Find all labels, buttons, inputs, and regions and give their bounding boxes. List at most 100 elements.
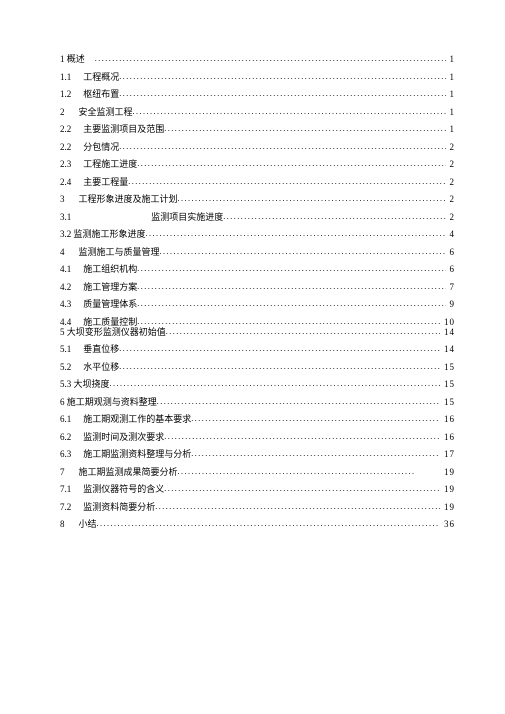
table-of-contents: 1 概述11.1工程概况11.2枢纽布置12安全监测工程12.2主要监测项目及范…	[60, 55, 455, 529]
toc-label: 监测施工与质量管理	[79, 248, 160, 257]
toc-number: 6.3	[60, 450, 71, 459]
toc-leader	[95, 55, 446, 63]
toc-label: 施工组织机构	[83, 265, 137, 274]
toc-number: 4.1	[60, 265, 71, 274]
toc-page: 6	[446, 248, 456, 257]
toc-row: 5.2 水平位移 15	[60, 363, 455, 372]
toc-row: 2.4主要工程量2	[60, 178, 455, 187]
toc-number: 3	[60, 195, 65, 204]
toc-number: 3.1	[60, 213, 71, 222]
toc-number: 5.2	[60, 363, 71, 372]
toc-page: 2	[446, 143, 456, 152]
toc-row: 4.4施工质量控制10	[60, 318, 455, 327]
toc-row: 6.3施工期监测资料整理与分析17	[60, 450, 455, 459]
toc-row: 4 监测施工与质量管理 6	[60, 248, 455, 257]
toc-leader	[119, 73, 445, 81]
toc-number: 4.3	[60, 300, 71, 309]
toc-label: 施工质量控制	[83, 318, 137, 327]
toc-page: 14	[440, 345, 455, 354]
toc-leader	[166, 328, 440, 336]
toc-number: 6 施工期观测与资料整理	[60, 398, 157, 407]
toc-page: 1	[446, 73, 456, 82]
toc-page: 2	[446, 195, 456, 204]
toc-page: 15	[440, 380, 455, 389]
toc-number: 6.2	[60, 433, 71, 442]
toc-leader	[178, 195, 446, 203]
toc-page: 1	[446, 55, 456, 64]
toc-row: 2.2分包情况2	[60, 143, 455, 152]
toc-label: 枢纽布置	[83, 90, 119, 99]
toc-leader	[119, 345, 440, 353]
toc-number: 4.4	[60, 318, 71, 327]
toc-page: 1	[446, 108, 456, 117]
toc-page: 2	[446, 213, 456, 222]
toc-page: 16	[440, 433, 455, 442]
toc-leader	[191, 450, 440, 458]
toc-page: 9	[446, 300, 456, 309]
toc-label: 监测项目实施进度	[151, 213, 223, 222]
toc-leader	[137, 318, 440, 326]
toc-leader	[164, 485, 440, 493]
toc-row: 1.2枢纽布置1	[60, 90, 455, 99]
toc-row: 4.3 质量管理体系 9	[60, 300, 455, 309]
toc-page: 15	[440, 363, 455, 372]
toc-page: 4	[446, 230, 456, 239]
toc-number: 5 大坝变形监测仪器初始值	[60, 328, 166, 337]
toc-row: 7施工期监测成果简要分析19	[60, 468, 455, 477]
toc-row: 6 施工期观测与资料整理 15	[60, 398, 455, 407]
toc-leader	[119, 90, 445, 98]
toc-page: 19	[440, 468, 455, 477]
toc-page: 16	[440, 415, 455, 424]
toc-page: 19	[440, 485, 455, 494]
toc-leader	[223, 213, 445, 221]
toc-row: 7.2 监测资料简要分析 19	[60, 503, 455, 512]
toc-row: 1.1工程概况1	[60, 73, 455, 82]
toc-leader	[128, 178, 445, 186]
toc-number: 7.2	[60, 503, 71, 512]
toc-number: 4	[60, 248, 65, 257]
toc-number: 1 概述	[60, 55, 85, 64]
toc-number: 8	[60, 520, 65, 529]
toc-label: 施工管理方案	[83, 283, 137, 292]
toc-row: 2.2 主要监测项目及范围 1	[60, 125, 455, 134]
toc-number: 2.2	[60, 125, 71, 134]
toc-leader	[164, 433, 440, 441]
toc-leader	[137, 160, 445, 168]
toc-number: 2	[60, 108, 65, 117]
toc-label: 监测仪器符号的含义	[83, 485, 164, 494]
toc-row: 5.1垂直位移14	[60, 345, 455, 354]
toc-label: 安全监测工程	[79, 108, 133, 117]
toc-row: 3工程形象进度及施工计划2	[60, 195, 455, 204]
toc-leader	[97, 520, 440, 528]
toc-label: 工程施工进度	[83, 160, 137, 169]
toc-row: 7.1 监测仪器符号的含义 19	[60, 485, 455, 494]
toc-page: 14	[440, 328, 455, 337]
toc-row: 5 大坝变形监测仪器初始值 14	[60, 328, 455, 337]
toc-number: 4.2	[60, 283, 71, 292]
toc-row: 3.2 监测施工形象进度 4	[60, 230, 455, 239]
toc-label: 监测资料简要分析	[83, 503, 155, 512]
toc-label: 主要监测项目及范围	[83, 125, 164, 134]
toc-number: 3.2 监测施工形象进度	[60, 230, 146, 239]
toc-label: 水平位移	[83, 363, 119, 372]
toc-label: 施工期监测成果简要分析	[79, 468, 178, 477]
toc-row: 2.3工程施工进度2	[60, 160, 455, 169]
toc-label: 施工期观测工作的基本要求	[83, 415, 191, 424]
toc-label: 监测时间及测次要求	[83, 433, 164, 442]
toc-page: 1	[446, 90, 456, 99]
toc-label: 质量管理体系	[83, 300, 137, 309]
toc-label: 主要工程量	[83, 178, 128, 187]
toc-number: 2.4	[60, 178, 71, 187]
toc-label: 分包情况	[83, 143, 119, 152]
toc-page: 15	[440, 398, 455, 407]
toc-row: 1 概述 1	[60, 55, 455, 64]
toc-page: 19	[440, 503, 455, 512]
toc-number: 7.1	[60, 485, 71, 494]
toc-leader	[146, 230, 446, 238]
toc-label: 小结	[79, 520, 97, 529]
toc-page: 1	[446, 125, 456, 134]
toc-leader	[178, 468, 416, 476]
toc-label: 工程概况	[83, 73, 119, 82]
toc-leader	[137, 300, 445, 308]
toc-row: 6.2 监测时间及测次要求 16	[60, 433, 455, 442]
